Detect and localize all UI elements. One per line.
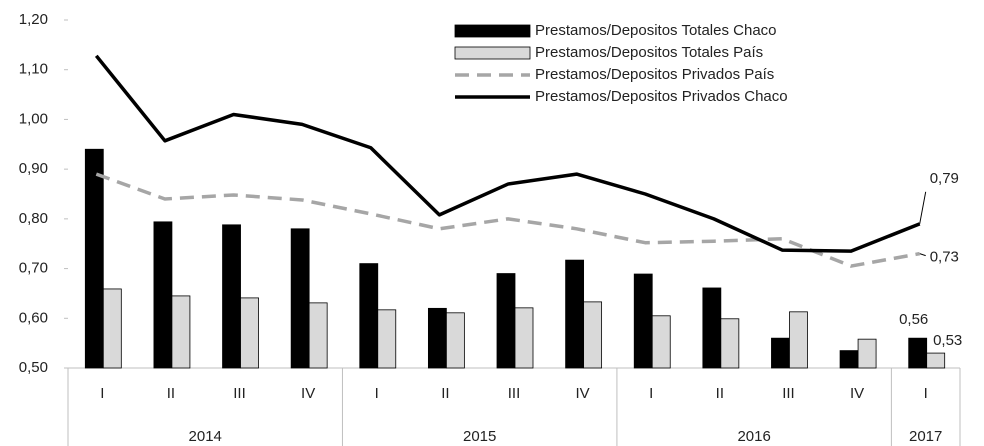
bar: [308, 302, 328, 369]
bar: [496, 273, 516, 369]
legend-label: Prestamos/Depositos Privados Chaco: [535, 88, 788, 105]
x-tick-label: I: [649, 385, 653, 402]
bar: [651, 315, 671, 369]
y-tick-label: 1,20: [19, 11, 48, 28]
bar: [84, 148, 104, 369]
y-tick-label: 1,00: [19, 110, 48, 127]
x-group-label: 2017: [909, 428, 942, 445]
x-group-label: 2015: [463, 428, 496, 445]
bar: [565, 259, 585, 369]
data-label: 0,79: [930, 170, 959, 187]
bar: [771, 337, 790, 369]
leader-line: [919, 191, 927, 224]
bar: [633, 273, 653, 369]
legend-label: Prestamos/Depositos Totales País: [535, 44, 763, 61]
bar: [789, 311, 808, 369]
bar: [153, 221, 173, 369]
bar: [377, 309, 397, 369]
x-tick-label: IV: [850, 385, 864, 402]
bar: [359, 263, 379, 369]
bar: [926, 352, 946, 369]
bar: [702, 287, 722, 369]
y-tick-label: 0,60: [19, 309, 48, 326]
x-tick-label: I: [100, 385, 104, 402]
bar: [171, 295, 191, 369]
data-label: 0,56: [899, 311, 928, 328]
x-tick-label: III: [508, 385, 521, 402]
bar: [427, 307, 447, 369]
bar: [445, 312, 465, 369]
legend-label: Prestamos/Depositos Privados País: [535, 66, 774, 83]
y-tick-label: 0,50: [19, 359, 48, 376]
x-group-label: 2016: [737, 428, 770, 445]
y-tick-label: 0,90: [19, 160, 48, 177]
y-tick-label: 0,70: [19, 260, 48, 277]
x-tick-label: III: [233, 385, 246, 402]
leader-line: [919, 253, 926, 257]
x-tick-label: IV: [301, 385, 315, 402]
bar: [583, 301, 603, 369]
x-tick-label: II: [441, 385, 449, 402]
bar: [102, 288, 122, 369]
x-group-label: 2014: [189, 428, 222, 445]
bar: [514, 307, 534, 369]
x-tick-label: II: [716, 385, 724, 402]
bar: [839, 350, 859, 369]
y-tick-label: 0,80: [19, 210, 48, 227]
x-tick-label: I: [375, 385, 379, 402]
legend-label: Prestamos/Depositos Totales Chaco: [535, 22, 777, 39]
legend-swatch: [454, 46, 531, 60]
y-tick-label: 1,10: [19, 61, 48, 78]
bar: [290, 228, 310, 369]
bar: [857, 338, 877, 369]
x-tick-label: III: [782, 385, 795, 402]
bar: [222, 224, 241, 369]
x-tick-label: IV: [576, 385, 590, 402]
bar: [908, 337, 928, 369]
x-tick-label: II: [167, 385, 175, 402]
bar: [240, 297, 259, 369]
line: [95, 172, 921, 268]
legend-swatch: [454, 24, 531, 38]
x-tick-label: I: [924, 385, 928, 402]
bar: [720, 318, 740, 369]
data-label: 0,53: [933, 332, 962, 349]
line: [94, 54, 921, 253]
data-label: 0,73: [930, 249, 959, 266]
